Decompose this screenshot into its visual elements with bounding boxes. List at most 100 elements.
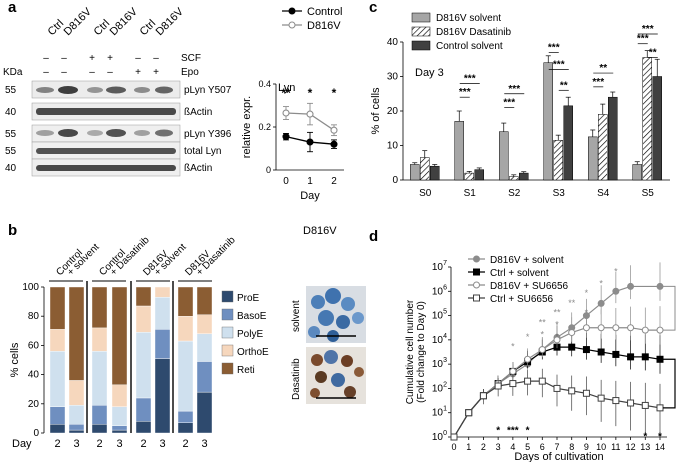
y-tick-exponent: 5: [443, 309, 447, 316]
legend-label: Ctrl + solvent: [490, 268, 549, 279]
blot-name: total Lyn: [184, 146, 221, 157]
significance-mark: ***: [637, 34, 649, 45]
western-blots: [31, 80, 181, 177]
cell: [310, 388, 320, 398]
y-tick-exponent: 4: [443, 333, 447, 340]
data-point: [627, 399, 635, 407]
data-point: [612, 287, 620, 295]
data-point: [641, 326, 649, 334]
treatment-sign: –: [135, 53, 141, 64]
legend-marker: [473, 281, 480, 289]
treatment-sign: +: [153, 67, 159, 78]
blot-band: [58, 129, 78, 137]
treatment-signs: – – + + – – – – – – + +: [43, 53, 159, 78]
significance-mark: ***: [507, 425, 519, 436]
x-tick-label: 3: [496, 442, 501, 452]
data-point: [641, 353, 649, 361]
significance-mark: ***: [503, 98, 515, 109]
significance-mark: **: [649, 48, 657, 59]
day-tick-label: 3: [201, 438, 207, 450]
legend-label: Control solvent: [436, 41, 503, 52]
bar-d816v-solvent: [410, 164, 420, 181]
day-axis-label: Day: [12, 438, 32, 450]
stack-segment-polye: [111, 406, 128, 426]
data-point: [306, 138, 314, 146]
data-point: [282, 109, 290, 117]
legend-label: D816V Dasatinib: [436, 27, 511, 38]
y-tick-label: 0: [266, 165, 271, 175]
bar-d816v-dasatinib: [420, 157, 430, 181]
blot-band: [36, 148, 176, 154]
legend-swatch: [221, 326, 234, 339]
legend-swatch: [411, 12, 431, 23]
y-tick-label: 10: [432, 383, 444, 394]
legend-marker: [473, 268, 480, 276]
significance-mark: *: [332, 86, 337, 100]
blot-band: [106, 129, 126, 137]
blot-band: [134, 130, 150, 136]
significance-mark: ***: [459, 87, 471, 98]
x-tick-label: 0: [283, 176, 289, 187]
stack-segment-reti: [111, 286, 128, 386]
x-tick-label: 7: [554, 442, 559, 452]
cell: [336, 315, 350, 329]
cell: [308, 326, 320, 338]
y-tick-exponent: 1: [443, 406, 447, 413]
bar-control-solvent: [474, 169, 484, 181]
data-point: [306, 110, 314, 118]
significance-mark: ***: [642, 24, 654, 35]
stack-segment-proe: [91, 424, 108, 434]
stack-segment-polye: [49, 351, 66, 407]
data-point: [524, 377, 532, 385]
x-tick-label: 12: [626, 442, 636, 452]
y-axis-label: % of cells: [370, 87, 382, 135]
blot-band: [87, 130, 103, 136]
y-axis-label: (Fold change to Day 0): [416, 301, 427, 403]
blot-band: [58, 86, 78, 94]
bar-control-solvent: [563, 105, 573, 181]
significance-mark: ***: [464, 73, 476, 84]
y-axis-label: relative expr.: [241, 96, 253, 158]
legend-label: PolyE: [237, 329, 263, 340]
panel-label-a: a: [8, 0, 17, 16]
x-tick-label: 13: [640, 442, 650, 452]
day-tick-label: 2: [54, 438, 60, 450]
bar-d816v-solvent: [632, 164, 642, 181]
chart-title: Lyn: [278, 82, 295, 94]
kda-marker: 55: [5, 129, 17, 140]
data-point: [568, 329, 576, 337]
stack-segment-proe: [49, 424, 66, 434]
bar-d816v-dasatinib: [509, 176, 519, 181]
blot-names: pLyn Y507 ßActin pLyn Y396 total Lyn ßAc…: [184, 85, 232, 174]
significance-mark-grey: *: [585, 288, 589, 298]
y-tick-exponent: 6: [443, 284, 447, 291]
data-point: [330, 140, 338, 148]
x-tick-label: 10: [596, 442, 606, 452]
stack-segment-reti: [196, 286, 213, 315]
x-axis-label: Day: [300, 190, 320, 202]
lane-label: D816V: [108, 5, 141, 38]
cell: [341, 297, 355, 311]
day-tick-label: 3: [159, 438, 165, 450]
data-point: [553, 336, 561, 344]
stack-segment-basoe: [177, 410, 194, 423]
cell: [318, 310, 334, 326]
x-tick-label: 14: [655, 442, 665, 452]
significance-mark: **: [281, 86, 291, 100]
data-point: [553, 384, 561, 392]
data-point: [509, 380, 517, 388]
cell: [341, 355, 353, 367]
bar-control-solvent: [430, 165, 440, 181]
stack-segment-polye: [91, 351, 108, 406]
stack-segment-orthoe: [135, 305, 152, 333]
significance-mark: *: [308, 86, 313, 100]
micrograph-dasatinib: [306, 347, 366, 404]
bar-control-solvent: [652, 76, 662, 181]
kda-label: KDa: [3, 67, 23, 78]
comparison-bracket: [663, 285, 676, 331]
data-point: [612, 350, 620, 358]
y-tick-label: 30: [387, 72, 399, 83]
y-tick-label: 10: [432, 408, 444, 419]
legend-swatch: [221, 362, 234, 375]
